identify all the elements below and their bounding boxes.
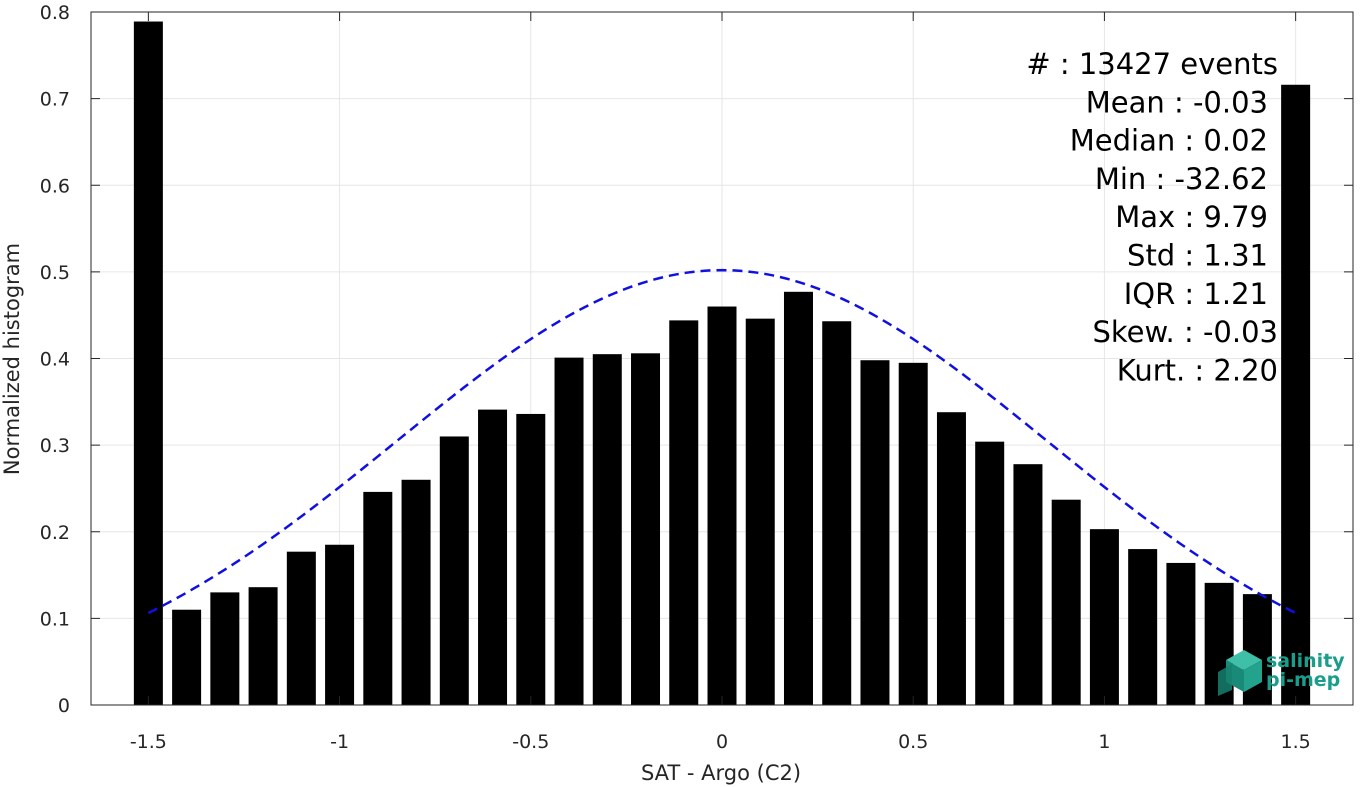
stat-line: Min : -32.62 bbox=[1095, 162, 1268, 196]
histogram-bar bbox=[1013, 464, 1043, 705]
histogram-bar bbox=[1166, 562, 1196, 705]
y-tick-label: 0.2 bbox=[40, 522, 70, 544]
stat-line: IQR : 1.21 bbox=[1124, 277, 1268, 311]
histogram-bar bbox=[860, 360, 890, 705]
salinity-pimep-logo: salinity pi-mep bbox=[1218, 650, 1345, 696]
y-tick-label: 0.5 bbox=[40, 262, 70, 284]
stat-line: # : 13427 events bbox=[1026, 47, 1278, 81]
histogram-bar bbox=[898, 362, 928, 705]
grid-lines bbox=[91, 11, 1353, 706]
histogram-bar bbox=[783, 291, 813, 705]
x-axis-label: SAT - Argo (C2) bbox=[641, 761, 801, 785]
histogram-bar bbox=[936, 412, 966, 705]
stat-line: Kurt. : 2.20 bbox=[1117, 353, 1278, 387]
x-tick-label: 0 bbox=[716, 731, 728, 753]
histogram-bar bbox=[325, 544, 355, 705]
histogram-bar bbox=[1051, 499, 1081, 705]
histogram-bar bbox=[478, 409, 508, 705]
stat-line: Max : 9.79 bbox=[1115, 200, 1268, 234]
histogram-bar bbox=[516, 413, 546, 705]
x-tick-label: 1.5 bbox=[1281, 731, 1311, 753]
y-tick-label: 0 bbox=[58, 695, 70, 717]
x-tick-label: -0.5 bbox=[512, 731, 549, 753]
x-tick-label: -1.5 bbox=[130, 731, 167, 753]
histogram-bar bbox=[822, 321, 852, 705]
histogram-bars bbox=[133, 21, 1311, 706]
histogram-bar bbox=[669, 320, 699, 705]
histogram-bar bbox=[1128, 549, 1158, 705]
logo-cube-icon bbox=[1218, 650, 1262, 696]
axis-ticks bbox=[91, 11, 1353, 706]
histogram-bar bbox=[975, 441, 1005, 705]
histogram-bar bbox=[745, 318, 775, 705]
histogram-bar bbox=[363, 491, 393, 705]
histogram-bar bbox=[1089, 529, 1119, 705]
stats-panel: # : 13427 events Mean : -0.03 Median : 0.0… bbox=[1026, 47, 1278, 387]
x-tick-labels: -1.5 -1 -0.5 0 0.5 1 1.5 bbox=[130, 731, 1311, 753]
y-tick-label: 0.6 bbox=[40, 175, 70, 197]
y-tick-label: 0.8 bbox=[40, 2, 70, 24]
histogram-bar bbox=[286, 551, 316, 705]
stat-line: Median : 0.02 bbox=[1070, 124, 1268, 158]
x-tick-label: 1 bbox=[1098, 731, 1110, 753]
y-axis-label: Normalized histogram bbox=[0, 243, 24, 475]
logo-line-2: pi-mep bbox=[1266, 669, 1340, 691]
histogram-bar bbox=[592, 354, 622, 705]
histogram-bar bbox=[248, 587, 278, 705]
y-tick-label: 0.1 bbox=[40, 608, 70, 630]
histogram-bar bbox=[172, 609, 202, 705]
histogram-bar bbox=[554, 357, 584, 705]
y-tick-label: 0.3 bbox=[40, 435, 70, 457]
normal-fit-curve bbox=[147, 268, 1297, 615]
histogram-bar bbox=[210, 592, 240, 705]
y-tick-labels: 0 0.1 0.2 0.3 0.4 0.5 0.6 0.7 0.8 bbox=[40, 2, 70, 717]
histogram-bar bbox=[1281, 84, 1311, 705]
y-tick-label: 0.4 bbox=[40, 349, 70, 371]
histogram-bar bbox=[401, 479, 431, 705]
y-tick-label: 0.7 bbox=[40, 89, 70, 111]
logo-line-1: salinity bbox=[1266, 650, 1345, 672]
stat-line: Mean : -0.03 bbox=[1086, 85, 1268, 119]
histogram-bar bbox=[439, 436, 469, 705]
stat-line: Skew. : -0.03 bbox=[1092, 315, 1278, 349]
stat-line: Std : 1.31 bbox=[1127, 239, 1268, 273]
histogram-bar bbox=[133, 21, 163, 706]
x-tick-label: 0.5 bbox=[898, 731, 928, 753]
x-tick-label: -1 bbox=[330, 731, 349, 753]
histogram-bar bbox=[707, 306, 737, 705]
histogram-bar bbox=[631, 353, 661, 705]
